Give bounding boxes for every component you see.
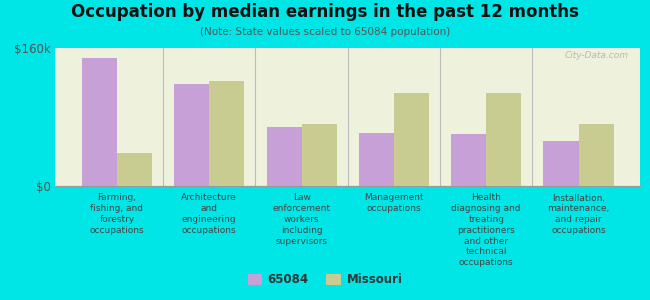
Bar xyxy=(394,93,429,186)
Text: Occupation by median earnings in the past 12 months: Occupation by median earnings in the pas… xyxy=(71,3,579,21)
Bar xyxy=(486,93,521,186)
Text: Management
occupations: Management occupations xyxy=(364,194,424,213)
Text: City-Data.com: City-Data.com xyxy=(565,51,629,60)
Text: Health
diagnosing and
treating
practitioners
and other
technical
occupations: Health diagnosing and treating practitio… xyxy=(452,194,521,267)
Bar xyxy=(174,84,209,186)
Bar xyxy=(117,153,152,186)
Bar xyxy=(82,58,117,186)
Text: Architecture
and
engineering
occupations: Architecture and engineering occupations xyxy=(181,194,237,235)
Bar xyxy=(302,124,337,186)
Bar xyxy=(266,127,302,186)
Text: Farming,
fishing, and
forestry
occupations: Farming, fishing, and forestry occupatio… xyxy=(90,194,144,235)
Text: (Note: State values scaled to 65084 population): (Note: State values scaled to 65084 popu… xyxy=(200,27,450,37)
Bar xyxy=(359,133,394,186)
Bar xyxy=(451,134,486,186)
Text: Installation,
maintenance,
and repair
occupations: Installation, maintenance, and repair oc… xyxy=(547,194,610,235)
Text: Law
enforcement
workers
including
supervisors: Law enforcement workers including superv… xyxy=(272,194,331,245)
Bar xyxy=(209,81,244,186)
Bar xyxy=(543,141,578,186)
Legend: 65084, Missouri: 65084, Missouri xyxy=(243,269,407,291)
Bar xyxy=(578,124,614,186)
